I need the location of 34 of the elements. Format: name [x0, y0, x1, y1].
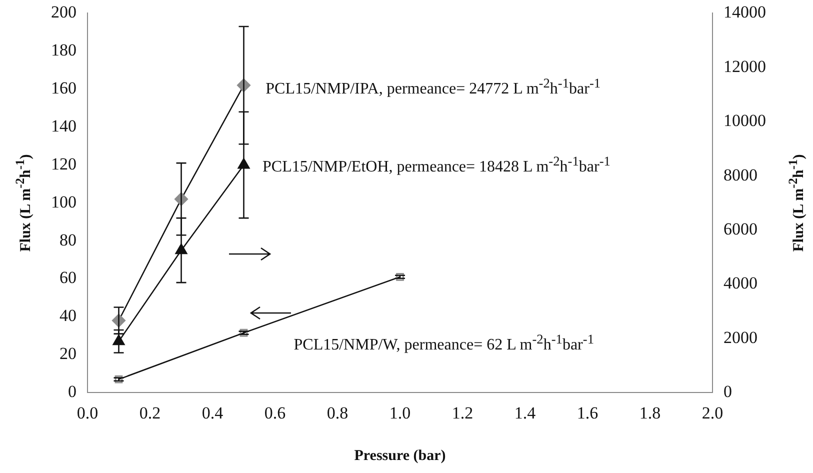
y-tick-label: 140 [51, 116, 76, 136]
y2-tick-label: 10000 [724, 111, 766, 130]
annotation: PCL15/NMP/IPA, permeance= 24772 L m$^{-2}$h$^{-1}$bar$^{-1}$ [266, 76, 601, 99]
y-tick-label: 180 [51, 40, 76, 60]
y2-tick-label: 8000 [724, 165, 758, 184]
y-tick-label: 60 [60, 268, 76, 288]
y-tick-label: 40 [60, 306, 76, 326]
x-axis-title: Pressure (bar) [354, 448, 446, 464]
y-tick-label: 20 [60, 344, 76, 364]
y-tick-label: 80 [60, 230, 76, 250]
y-tick-label: 200 [51, 2, 76, 22]
y-tick-label: 160 [51, 78, 76, 98]
annotation: PCL15/NMP/EtOH, permeance= 18428 L m$^{-2}$h$^{-1}$bar$^{-1}$ [262, 153, 610, 177]
x-tick-label: 1.2 [452, 403, 474, 422]
y2-tick-label: 14000 [724, 2, 766, 22]
x-tick-label: 0.0 [76, 403, 98, 422]
y2-tick-label: 0 [724, 382, 732, 402]
annotation: PCL15/NMP/W, permeance= 62 L m$^{-2}$h$^{-1}$bar$^{-1}$ [294, 332, 594, 355]
y-tick-label: 120 [51, 154, 76, 174]
x-tick-label: 0.2 [139, 403, 161, 422]
y2-tick-label: 12000 [724, 56, 766, 76]
x-tick-label: 0.4 [202, 403, 224, 422]
x-tick-label: 0.6 [264, 403, 286, 422]
y2-tick-label: 4000 [724, 274, 758, 293]
y-tick-label: 0 [68, 382, 76, 402]
x-tick-label: 0.8 [326, 403, 348, 422]
x-tick-label: 1.4 [514, 403, 536, 422]
y2-tick-label: 6000 [724, 219, 758, 238]
x-tick-label: 1.6 [576, 403, 598, 422]
y2-tick-label: 2000 [724, 328, 758, 347]
y-tick-label: 100 [51, 192, 76, 212]
x-tick-label: 1.0 [389, 403, 411, 422]
x-tick-label: 1.8 [639, 403, 661, 422]
x-tick-label: 2.0 [702, 403, 724, 422]
